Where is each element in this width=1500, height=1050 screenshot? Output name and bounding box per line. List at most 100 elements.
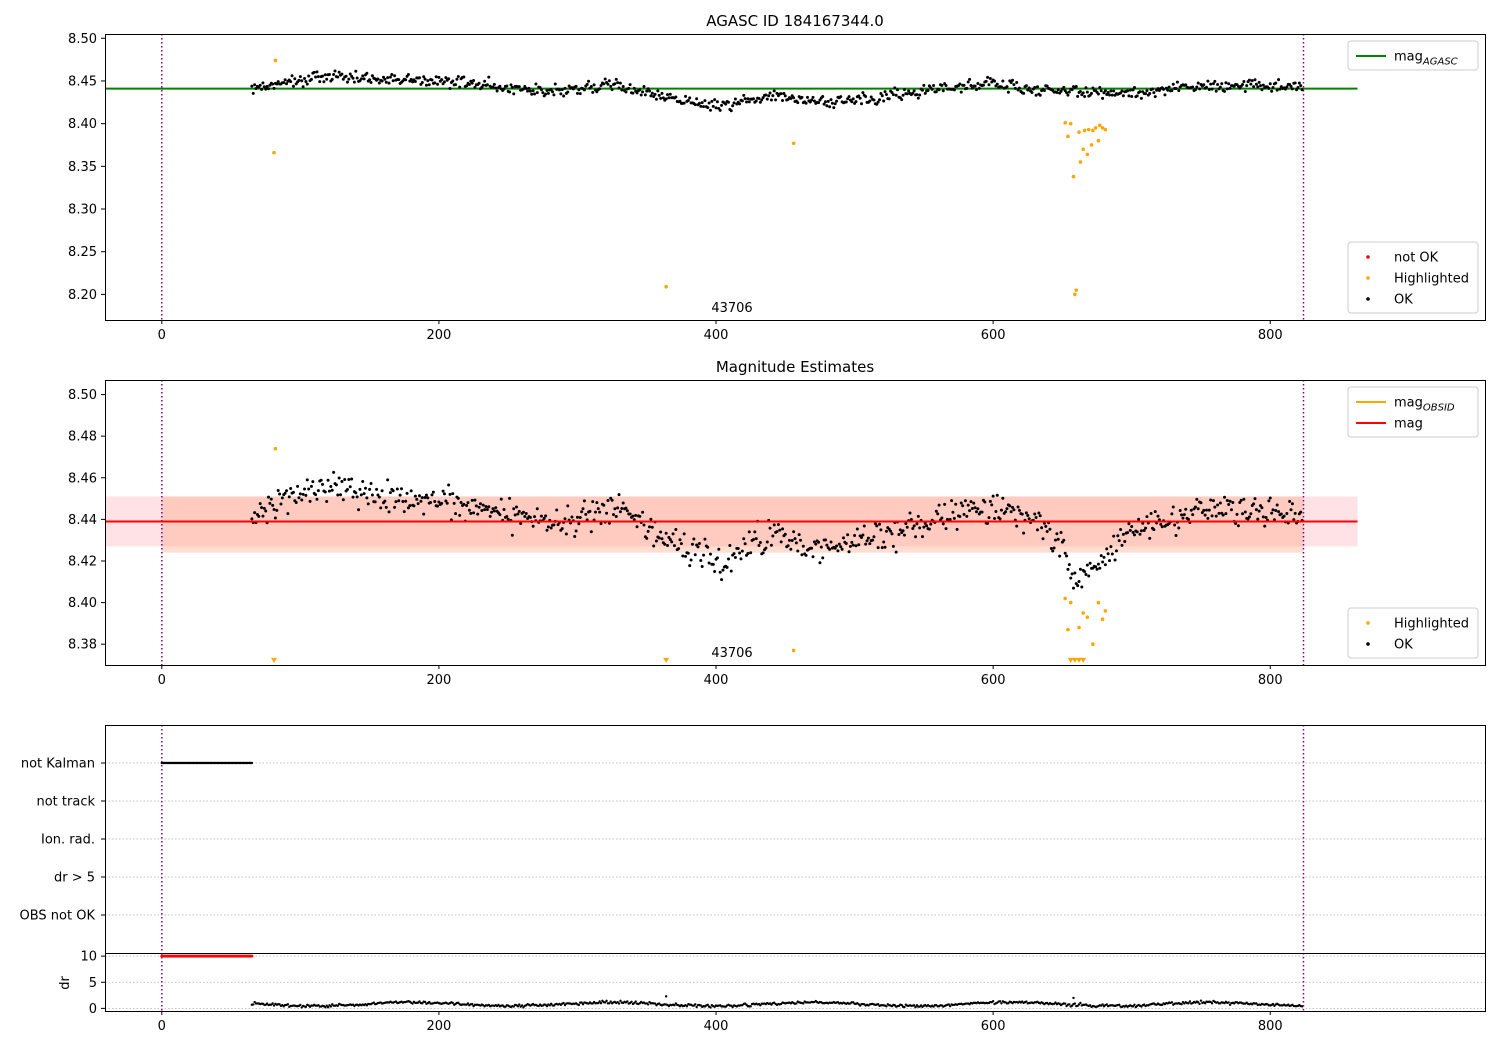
ok-point xyxy=(823,538,827,542)
ok-point xyxy=(1113,558,1117,562)
ok-point xyxy=(519,522,523,526)
ok-point xyxy=(1088,561,1092,565)
ok-point xyxy=(738,551,742,555)
ok-point xyxy=(1259,84,1263,88)
ok-point xyxy=(440,501,444,505)
ok-point xyxy=(524,511,528,515)
ok-point xyxy=(916,514,920,518)
ok-point xyxy=(584,512,588,516)
ok-point xyxy=(969,83,973,87)
ok-point xyxy=(703,537,707,541)
ok-point xyxy=(751,97,755,101)
dr-ok-point xyxy=(1170,1001,1174,1004)
dr-ok-point xyxy=(549,1002,553,1005)
ok-point xyxy=(440,78,444,82)
ok-point xyxy=(1066,93,1070,97)
ok-point xyxy=(588,509,592,513)
ok-point xyxy=(1022,91,1026,95)
ok-point xyxy=(708,108,712,112)
ok-point xyxy=(553,82,557,86)
ok-point xyxy=(1256,517,1260,521)
ok-point xyxy=(567,84,571,88)
ok-point xyxy=(384,80,388,84)
ok-point xyxy=(998,517,1002,521)
ok-point xyxy=(1112,89,1116,93)
ok-point xyxy=(713,98,717,102)
ok-point xyxy=(1035,528,1039,532)
ok-point xyxy=(1260,88,1264,92)
dr-ok-point xyxy=(1203,1002,1207,1005)
ok-point xyxy=(436,82,440,86)
ok-point xyxy=(955,527,959,531)
ok-point xyxy=(699,559,703,563)
ok-point xyxy=(603,77,607,81)
highlighted-point xyxy=(1100,126,1105,130)
ok-point xyxy=(775,530,779,534)
ok-point xyxy=(726,100,730,104)
ok-point xyxy=(902,88,906,92)
ok-point xyxy=(1096,92,1100,96)
ok-point xyxy=(981,83,985,87)
ok-point xyxy=(983,500,987,504)
dr-ok-point xyxy=(1073,1002,1077,1005)
ok-point xyxy=(491,507,495,511)
ok-point xyxy=(566,504,570,508)
highlighted-point xyxy=(1089,143,1094,147)
ok-point xyxy=(470,498,474,502)
ok-point xyxy=(1009,81,1013,85)
ok-point xyxy=(1024,511,1028,515)
ok-point xyxy=(943,502,947,506)
dr-ok-point xyxy=(709,1006,712,1009)
ok-point xyxy=(297,496,301,500)
ok-point xyxy=(301,492,305,496)
ok-point xyxy=(733,556,737,560)
highlighted-point xyxy=(1077,625,1081,630)
ok-point xyxy=(1035,85,1039,89)
ok-point xyxy=(999,508,1003,512)
legend-marker-swatch xyxy=(1366,276,1370,280)
ok-point xyxy=(839,545,843,549)
ok-point xyxy=(670,540,674,544)
ok-point xyxy=(271,82,275,86)
ok-point xyxy=(426,79,430,83)
ok-point xyxy=(828,547,832,551)
ok-point xyxy=(485,507,489,511)
ok-point xyxy=(448,492,452,496)
ok-point xyxy=(316,489,320,493)
ok-point xyxy=(1076,94,1080,98)
dr-ok-point xyxy=(1105,1003,1108,1006)
ok-point xyxy=(570,515,574,519)
ok-point xyxy=(632,518,636,522)
flag-category-label: not Kalman xyxy=(21,757,95,772)
ok-point xyxy=(1145,515,1149,519)
legend-label: OK xyxy=(1394,638,1413,653)
ok-point xyxy=(975,510,979,514)
agasc-data-layer xyxy=(105,34,1358,320)
dr-ok-point xyxy=(605,999,608,1003)
dr-ok-point xyxy=(451,1001,454,1005)
ok-point xyxy=(891,93,895,97)
ok-point xyxy=(684,554,688,558)
ok-point xyxy=(305,478,309,482)
ok-point xyxy=(1267,86,1271,90)
ok-point xyxy=(729,569,733,573)
highlighted-point xyxy=(1100,617,1105,622)
ok-point xyxy=(768,91,772,95)
ok-point xyxy=(699,104,703,108)
ok-point xyxy=(325,499,329,503)
ok-point xyxy=(1245,84,1249,88)
ok-point xyxy=(481,83,485,87)
ok-point xyxy=(423,77,427,81)
ok-point xyxy=(794,541,798,545)
ok-point xyxy=(1084,572,1088,576)
ok-point xyxy=(742,537,746,541)
ok-point xyxy=(1128,528,1132,532)
ok-point xyxy=(772,523,776,527)
dr-ok-point xyxy=(608,1002,611,1005)
dr-ok-point xyxy=(1227,1001,1230,1004)
legend-label: Highlighted xyxy=(1394,617,1469,632)
ok-point xyxy=(718,108,722,112)
ok-point xyxy=(1214,514,1218,518)
ok-point xyxy=(1020,512,1024,516)
